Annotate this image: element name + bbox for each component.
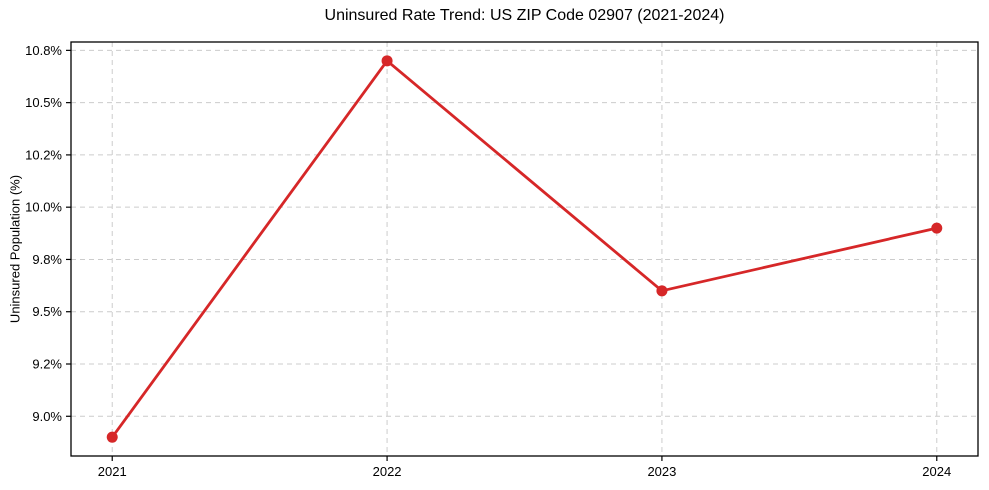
y-tick-label: 9.8% xyxy=(32,252,62,267)
y-tick-label: 9.5% xyxy=(32,304,62,319)
x-tick-label: 2024 xyxy=(922,464,951,479)
data-point xyxy=(931,222,943,234)
trend-line xyxy=(110,59,939,439)
x-tick-label: 2021 xyxy=(98,464,127,479)
y-tick-label: 10.2% xyxy=(25,147,62,162)
x-tick-label: 2022 xyxy=(373,464,402,479)
y-tick-label: 10.5% xyxy=(25,95,62,110)
y-tick-label: 9.2% xyxy=(32,357,62,372)
data-point xyxy=(381,55,393,67)
y-axis-label: Uninsured Population (%) xyxy=(7,174,23,324)
x-tick-label: 2023 xyxy=(647,464,676,479)
y-tick-label: 9.0% xyxy=(32,409,62,424)
chart-title: Uninsured Rate Trend: US ZIP Code 02907 … xyxy=(324,7,725,24)
y-tick-label: 10.0% xyxy=(25,200,62,215)
data-point xyxy=(656,285,668,297)
plot-border xyxy=(70,41,979,457)
y-tick-label: 10.8% xyxy=(25,43,62,58)
data-point xyxy=(106,431,118,443)
